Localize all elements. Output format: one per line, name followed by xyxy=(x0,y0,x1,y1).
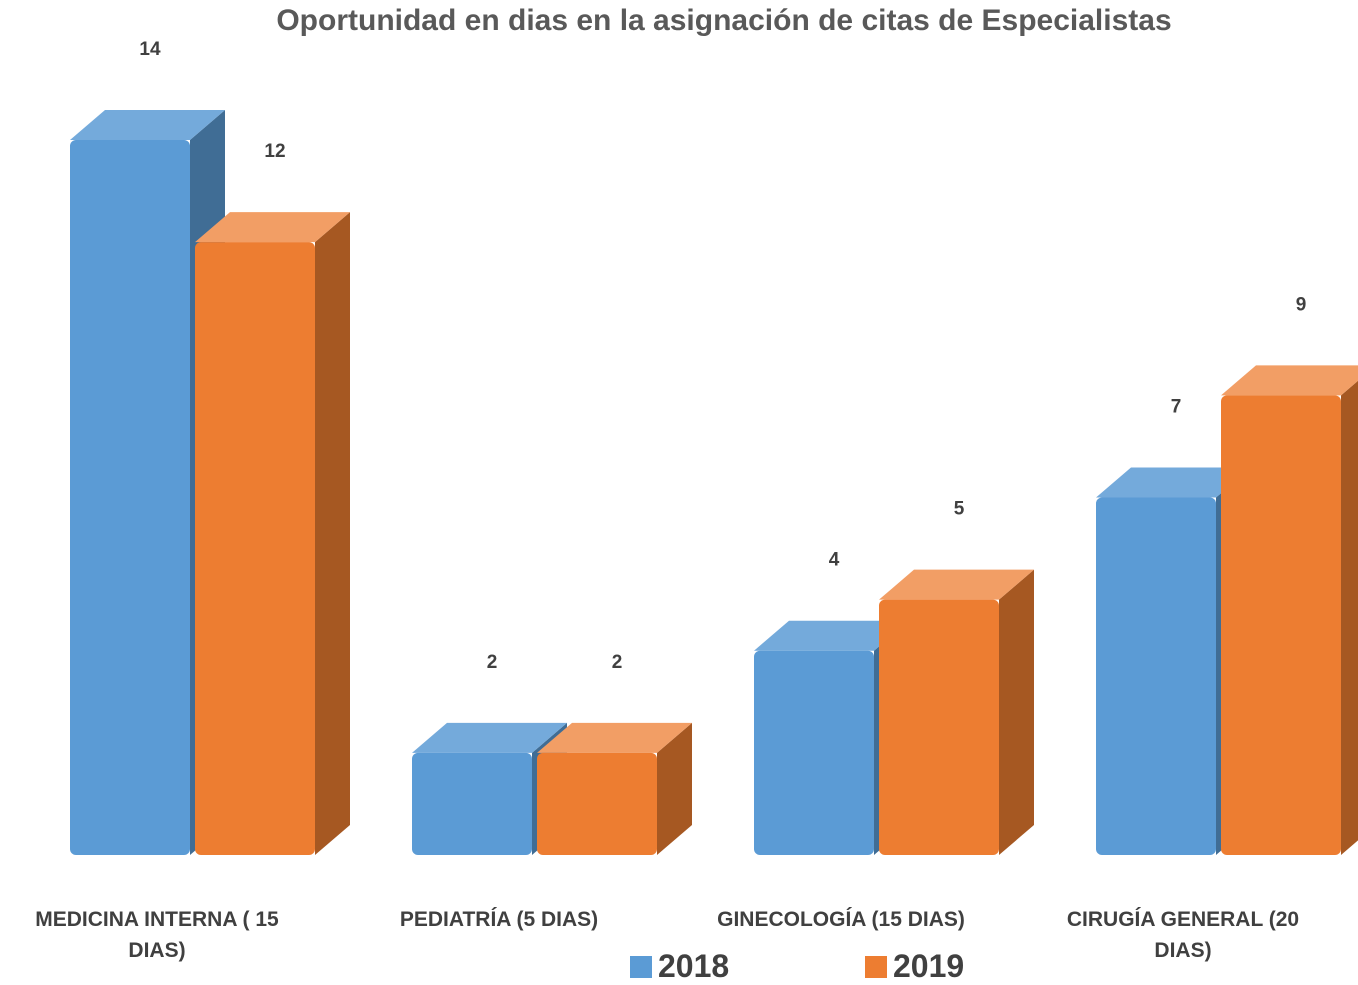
x-tick-label: GINECOLOGÍA (15 DIAS) xyxy=(717,908,965,931)
bar-top xyxy=(70,110,225,140)
x-tick-label: MEDICINA INTERNA ( 15 DIAS) xyxy=(35,908,279,962)
bar-front xyxy=(70,140,190,855)
bar-side xyxy=(1341,380,1358,855)
data-label: 4 xyxy=(829,550,840,571)
bar-top xyxy=(754,620,909,651)
bar-side xyxy=(315,212,350,856)
legend-label: 2018 xyxy=(658,948,730,984)
bar xyxy=(537,722,692,855)
data-label: 9 xyxy=(1296,294,1307,315)
bar-top xyxy=(537,722,692,753)
bar-side xyxy=(657,722,692,855)
x-tick-label: PEDIATRÍA (5 DIAS) xyxy=(399,908,599,931)
bar xyxy=(195,212,350,856)
bar xyxy=(1221,365,1358,855)
x-tick-label: CIRUGÍA GENERAL (20 DIAS) xyxy=(1066,908,1300,962)
legend-label: 2019 xyxy=(893,948,965,984)
data-label: 14 xyxy=(139,39,161,60)
legend-swatch xyxy=(865,955,887,978)
data-label: 5 xyxy=(954,499,965,520)
data-label: 2 xyxy=(487,652,498,673)
bar-front xyxy=(1096,497,1216,855)
bar-top xyxy=(1096,467,1251,498)
bar-top xyxy=(195,212,350,243)
data-label: 7 xyxy=(1171,397,1182,418)
bar-side xyxy=(999,569,1034,855)
bar-top xyxy=(1221,365,1358,396)
bar-front xyxy=(879,599,999,855)
legend-item: 2018 xyxy=(630,948,729,985)
bar-front xyxy=(412,752,532,855)
bar-front xyxy=(754,650,874,855)
bar-front xyxy=(195,242,315,856)
data-label: 12 xyxy=(264,141,285,162)
bar-top xyxy=(412,722,567,753)
legend-item: 2019 xyxy=(865,948,964,985)
bar-front xyxy=(537,752,657,855)
bar-front xyxy=(1221,395,1341,855)
legend-swatch xyxy=(630,955,652,978)
bar-top xyxy=(879,569,1034,600)
bar xyxy=(879,569,1034,855)
data-label: 2 xyxy=(612,652,623,673)
chart-title: Oportunidad en dias en la asignación de … xyxy=(276,4,1172,37)
